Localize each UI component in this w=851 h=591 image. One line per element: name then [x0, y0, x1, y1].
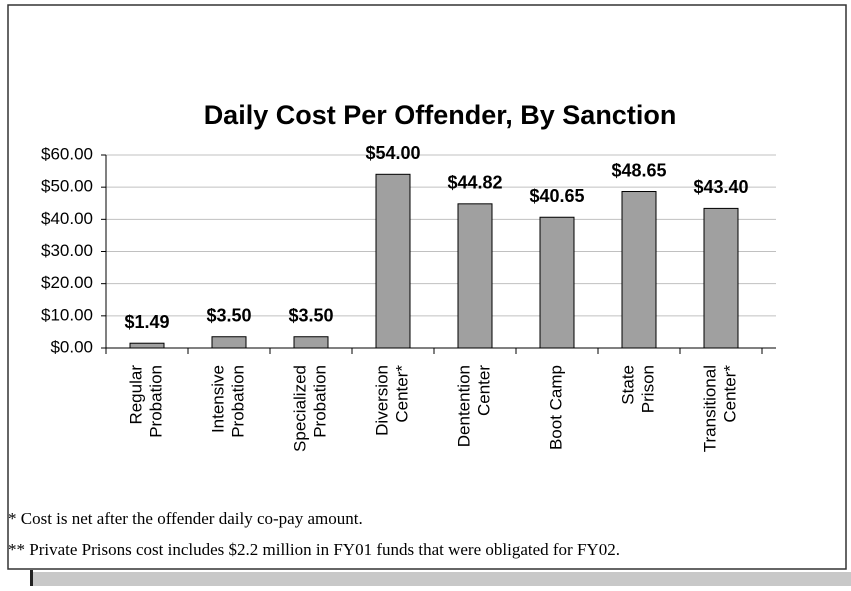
x-tick-label: Regular [126, 365, 145, 425]
x-tick-label: Dentention [454, 365, 473, 447]
bar [129, 342, 165, 349]
bar [211, 336, 247, 349]
bottom-bar [30, 572, 851, 586]
x-tick-label: Boot Camp [546, 365, 565, 450]
x-tick-label: Diversion [372, 365, 391, 436]
x-tick-label: Center* [720, 365, 739, 423]
x-tick-label: Prison [638, 365, 657, 413]
data-label: $44.82 [447, 173, 502, 193]
bar [457, 203, 493, 349]
bar [621, 191, 657, 349]
plot: $1.49 $3.50 $3.50 $54.00 $44.82 $40.65 $48.65 $… [101, 143, 776, 354]
bar [293, 336, 329, 349]
bottom-bar-edge [30, 570, 33, 586]
footnote: * Cost is net after the offender daily c… [8, 509, 363, 528]
bar [703, 207, 739, 349]
x-tick-label: Center* [392, 365, 411, 423]
x-tick-label: Probation [146, 365, 165, 438]
y-tick-label: $60.00 [41, 144, 93, 163]
y-tick-label: $20.00 [41, 273, 93, 292]
bar [539, 216, 575, 349]
data-label: $40.65 [529, 186, 584, 206]
bar [375, 173, 411, 349]
y-tick-label: $30.00 [41, 241, 93, 260]
data-label: $3.50 [206, 305, 251, 325]
x-tick-label: Probation [228, 365, 247, 438]
y-tick-label: $50.00 [41, 177, 93, 196]
x-tick-label: Center [474, 365, 493, 416]
x-tick-label: Intensive [208, 365, 227, 433]
y-tick-label: $0.00 [50, 337, 93, 356]
data-label: $43.40 [693, 177, 748, 197]
footnote: ** Private Prisons cost includes $2.2 mi… [8, 540, 620, 559]
data-label: $3.50 [288, 305, 333, 325]
x-tick-label: State [618, 365, 637, 405]
chart-title: Daily Cost Per Offender, By Sanction [204, 100, 677, 130]
data-label: $1.49 [124, 312, 169, 332]
data-label: $48.65 [611, 160, 666, 180]
x-tick-label: Probation [310, 365, 329, 438]
x-tick-label: Specialized [290, 365, 309, 452]
x-tick-label: Transitional [700, 365, 719, 452]
y-tick-label: $40.00 [41, 209, 93, 228]
data-label: $54.00 [365, 143, 420, 163]
y-tick-label: $10.00 [41, 305, 93, 324]
